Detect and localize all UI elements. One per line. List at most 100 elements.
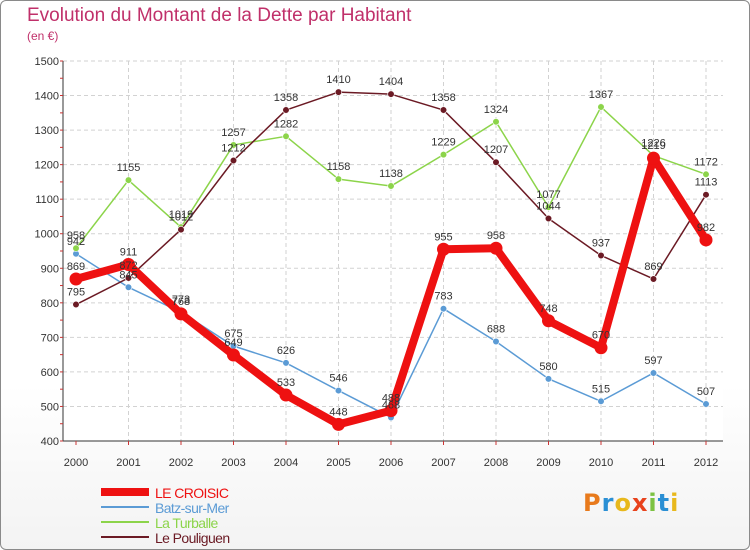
x-tick-label: 2002 xyxy=(169,457,193,469)
data-label-la-turballe: 1158 xyxy=(327,161,351,173)
data-label-le-croisic: 533 xyxy=(277,377,295,389)
data-label-le-pouliguen: 1410 xyxy=(326,74,350,86)
logo-letter: i xyxy=(648,489,658,517)
data-point-le-croisic xyxy=(489,241,503,255)
legend-swatch xyxy=(101,521,149,523)
y-tick-label: 900 xyxy=(41,263,59,275)
data-point-batz-sur-mer xyxy=(544,375,553,383)
data-label-le-croisic: 958 xyxy=(487,230,505,242)
x-tick-label: 2012 xyxy=(694,457,718,469)
logo-letter: t xyxy=(657,489,671,517)
data-label-le-croisic: 448 xyxy=(329,406,347,418)
data-label-le-croisic: 649 xyxy=(224,337,242,349)
axes: 400 500 600 700 800 900 1000 1100 1200 1300 1400 15… xyxy=(35,56,723,469)
x-tick-label: 2010 xyxy=(589,457,613,469)
proxiti-logo: Proxiti xyxy=(583,489,679,517)
y-tick-label: 1500 xyxy=(35,56,59,68)
x-tick-label: 2003 xyxy=(221,457,245,469)
data-label-le-pouliguen: 1404 xyxy=(379,76,403,88)
data-point-batz-sur-mer xyxy=(702,400,710,408)
data-point-le-croisic xyxy=(699,233,713,247)
legend-swatch xyxy=(101,536,149,538)
data-point-batz-sur-mer xyxy=(649,369,658,377)
data-point-la-turballe xyxy=(334,175,343,183)
legend-label: Le Pouliguen xyxy=(155,530,230,546)
data-label-le-croisic: 1219 xyxy=(641,140,665,152)
data-point-le-croisic xyxy=(69,272,83,286)
data-label-le-croisic: 748 xyxy=(539,303,557,315)
logo-letter: x xyxy=(631,489,649,517)
data-label-le-pouliguen: 1212 xyxy=(221,142,245,154)
data-label-le-pouliguen: 1358 xyxy=(274,92,298,104)
data-point-le-pouliguen xyxy=(702,191,710,199)
data-label-batz-sur-mer: 675 xyxy=(224,328,242,340)
x-tick-label: 2001 xyxy=(116,457,140,469)
data-label-la-turballe: 1226 xyxy=(641,138,665,150)
data-point-le-pouliguen xyxy=(334,88,343,96)
data-label-le-pouliguen: 795 xyxy=(67,287,85,299)
data-label-le-pouliguen: 937 xyxy=(592,237,610,249)
data-point-la-turballe xyxy=(282,132,290,140)
series-le-croisic xyxy=(69,151,713,431)
data-label-le-pouliguen: 1044 xyxy=(536,201,560,213)
data-label-le-pouliguen: 1358 xyxy=(431,92,455,104)
data-label-le-croisic: 768 xyxy=(172,296,190,308)
data-point-la-turballe xyxy=(597,103,605,111)
data-label-le-croisic: 982 xyxy=(697,222,715,234)
data-label-batz-sur-mer: 942 xyxy=(67,236,85,248)
data-point-le-croisic xyxy=(122,257,135,271)
data-point-le-pouliguen xyxy=(177,225,185,234)
data-label-le-pouliguen: 872 xyxy=(119,260,137,272)
logo-letter: i xyxy=(670,489,680,517)
data-point-le-pouliguen xyxy=(649,275,658,283)
data-point-le-pouliguen xyxy=(229,156,238,165)
data-point-le-croisic xyxy=(542,314,555,328)
legend-label: Batz-sur-Mer xyxy=(155,500,229,516)
data-label-le-croisic: 670 xyxy=(592,330,610,342)
data-point-le-croisic xyxy=(279,388,293,402)
data-label-batz-sur-mer: 507 xyxy=(697,386,715,398)
data-label-la-turballe: 1172 xyxy=(694,156,718,168)
data-point-batz-sur-mer xyxy=(439,305,448,313)
data-label-la-turballe: 958 xyxy=(67,230,85,242)
data-point-batz-sur-mer xyxy=(282,359,290,367)
data-point-le-pouliguen xyxy=(124,274,133,282)
y-tick-label: 1400 xyxy=(35,91,59,103)
series-group xyxy=(69,88,713,431)
data-point-batz-sur-mer xyxy=(492,337,500,346)
data-point-la-turballe xyxy=(387,182,395,190)
data-label-le-croisic: 911 xyxy=(120,246,138,258)
legend-swatch xyxy=(101,506,149,508)
data-label-la-turballe: 1229 xyxy=(431,137,455,149)
data-label-la-turballe: 1282 xyxy=(274,118,298,130)
data-point-le-croisic xyxy=(332,417,345,431)
x-tick-label: 2000 xyxy=(64,457,88,469)
data-label-le-croisic: 955 xyxy=(434,231,452,243)
data-point-le-pouliguen xyxy=(72,300,80,309)
logo-letter: P xyxy=(583,489,602,517)
y-axis-unit-label: (en €) xyxy=(27,29,59,43)
data-point-la-turballe xyxy=(439,151,448,159)
logo-letter: r xyxy=(601,489,615,517)
data-point-la-turballe xyxy=(229,141,238,149)
data-label-batz-sur-mer: 688 xyxy=(487,324,505,336)
x-tick-label: 2006 xyxy=(379,457,403,469)
x-tick-label: 2005 xyxy=(326,457,350,469)
data-point-la-turballe xyxy=(124,176,133,184)
data-point-batz-sur-mer xyxy=(334,386,343,395)
y-tick-label: 1300 xyxy=(35,125,59,137)
data-point-la-turballe xyxy=(492,118,500,126)
y-tick-label: 800 xyxy=(41,298,59,310)
series-le-pouliguen xyxy=(72,88,710,309)
legend-swatch xyxy=(101,488,149,496)
y-tick-label: 400 xyxy=(41,436,59,448)
data-point-le-croisic xyxy=(174,307,188,321)
data-point-le-pouliguen xyxy=(282,106,290,114)
data-label-la-turballe: 1257 xyxy=(221,127,245,139)
data-point-le-croisic xyxy=(647,151,660,165)
data-labels: 869 911 768 649 533 448 488 955 958 748 670 1219 982… xyxy=(67,74,718,418)
y-tick-label: 1100 xyxy=(35,194,59,206)
data-point-le-pouliguen xyxy=(597,251,605,260)
y-tick-label: 1200 xyxy=(35,160,59,172)
